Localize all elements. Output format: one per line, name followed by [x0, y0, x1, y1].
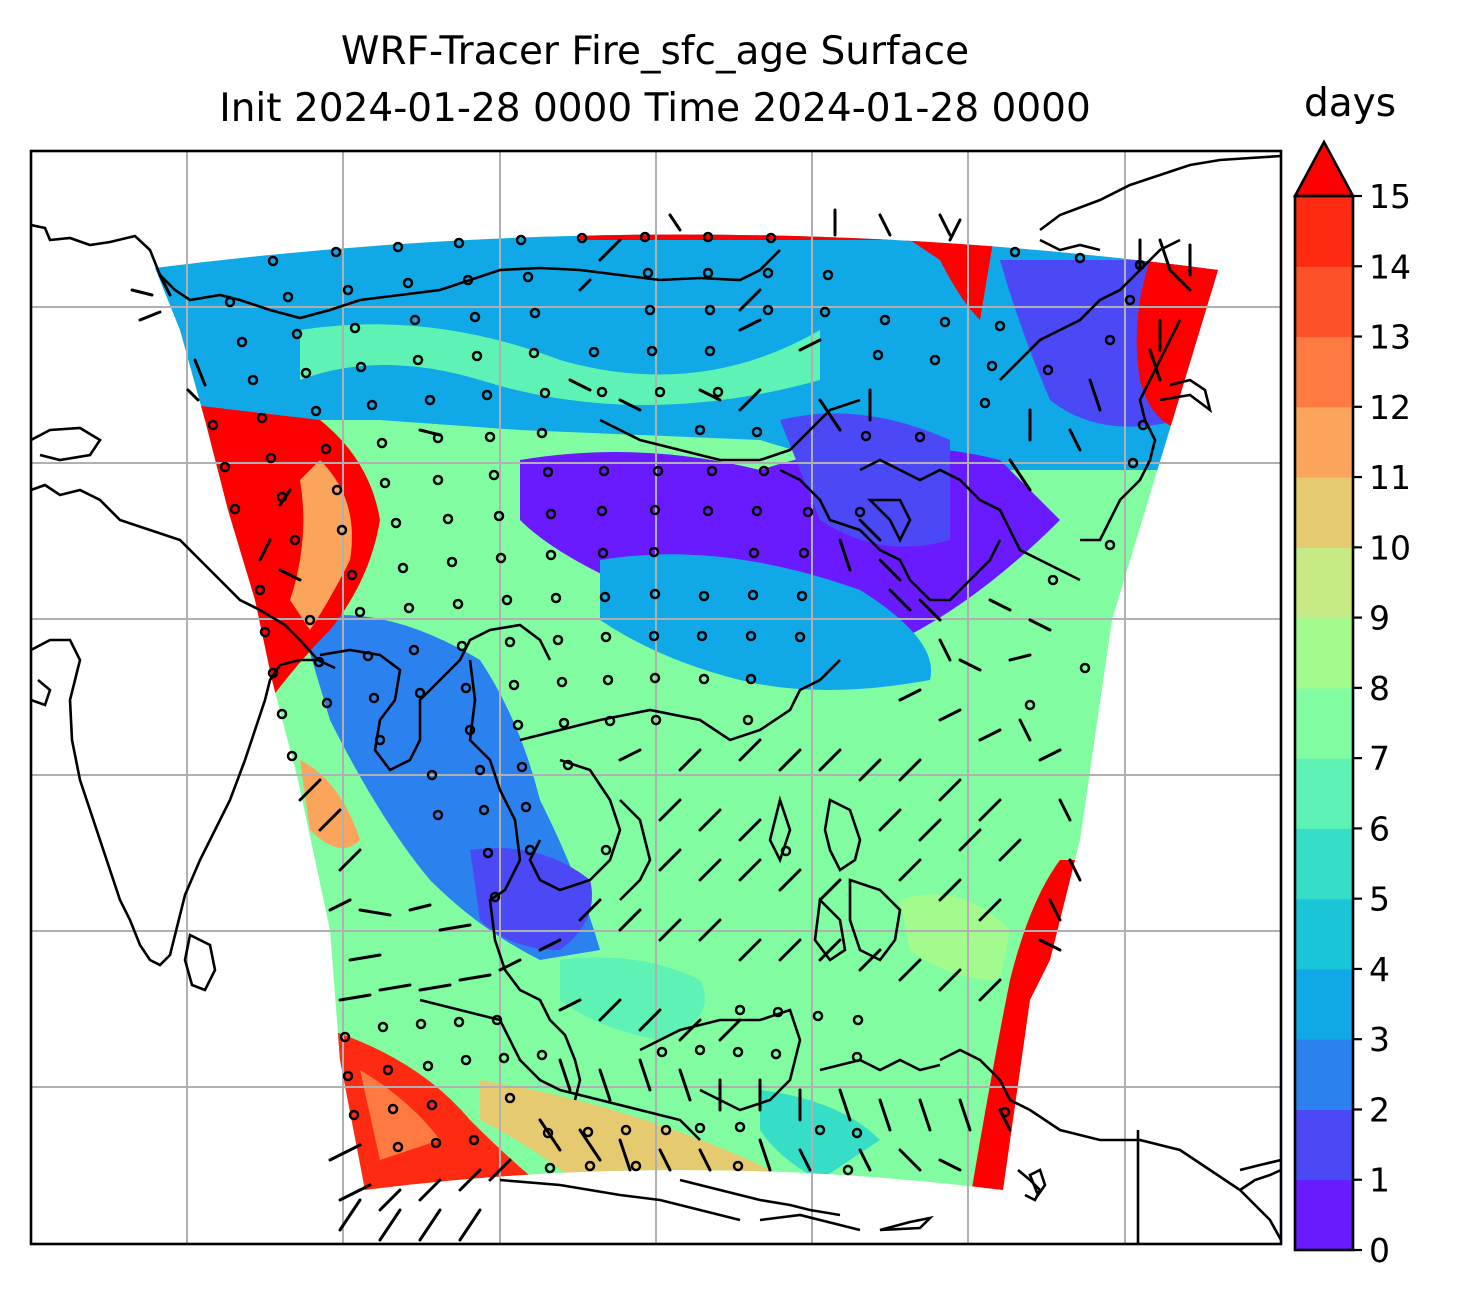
colorbar-tick-label: 12	[1369, 388, 1411, 427]
colorbar-unit-label: days	[1303, 81, 1397, 126]
colorbar-band	[1295, 1179, 1353, 1251]
colorbar-tick-label: 10	[1369, 528, 1411, 567]
colorbar-tick-label: 13	[1369, 318, 1411, 357]
map-title-line1: WRF-Tracer Fire_sfc_age Surface	[340, 29, 970, 74]
colorbar-tick-label: 6	[1369, 809, 1390, 848]
colorbar-tick-label: 1	[1369, 1161, 1390, 1200]
colorbar-tick-label: 14	[1369, 247, 1411, 286]
colorbar-band	[1295, 196, 1353, 267]
colorbar-band	[1295, 687, 1353, 759]
colorbar-band	[1295, 898, 1353, 970]
colorbar-band	[1295, 1039, 1353, 1110]
colorbar-band	[1295, 828, 1353, 900]
colorbar-tick-label: 8	[1369, 669, 1390, 708]
colorbar-band	[1295, 617, 1353, 689]
colorbar-band	[1295, 477, 1353, 548]
colorbar-bands	[1295, 196, 1353, 1251]
colorbar-tick-label: 15	[1369, 177, 1411, 216]
colorbar-band	[1295, 406, 1353, 478]
colorbar-band	[1295, 758, 1353, 829]
colorbar-tick-label: 4	[1369, 950, 1390, 989]
colorbar-outline	[1293, 194, 1355, 1252]
colorbar-tick-label: 11	[1369, 458, 1411, 497]
colorbar-tick-label: 0	[1369, 1231, 1390, 1270]
colorbar-extend-arrow	[1292, 139, 1356, 198]
wind-calm-markers	[207, 231, 1149, 1176]
colorbar-band	[1295, 336, 1353, 408]
colorbar-tick-label: 2	[1369, 1090, 1390, 1129]
colorbar-band	[1295, 547, 1353, 619]
colorbar-tick-label: 3	[1369, 1020, 1390, 1059]
colorbar-tick-label: 9	[1369, 599, 1390, 638]
colorbar-band	[1295, 266, 1353, 338]
colorbar-tick-label: 5	[1369, 880, 1390, 919]
colorbar-band	[1295, 1109, 1353, 1181]
wind-barbs	[130, 208, 1192, 1242]
coastlines	[31, 154, 1281, 1244]
tracer-field	[155, 234, 1218, 1191]
map-title-line2: Init 2024-01-28 0000 Time 2024-01-28 000…	[219, 86, 1091, 131]
colorbar-band	[1295, 968, 1353, 1040]
map-gridlines	[31, 151, 1281, 1244]
colorbar-tick-label: 7	[1369, 739, 1390, 778]
map-frame	[29, 149, 1283, 1246]
